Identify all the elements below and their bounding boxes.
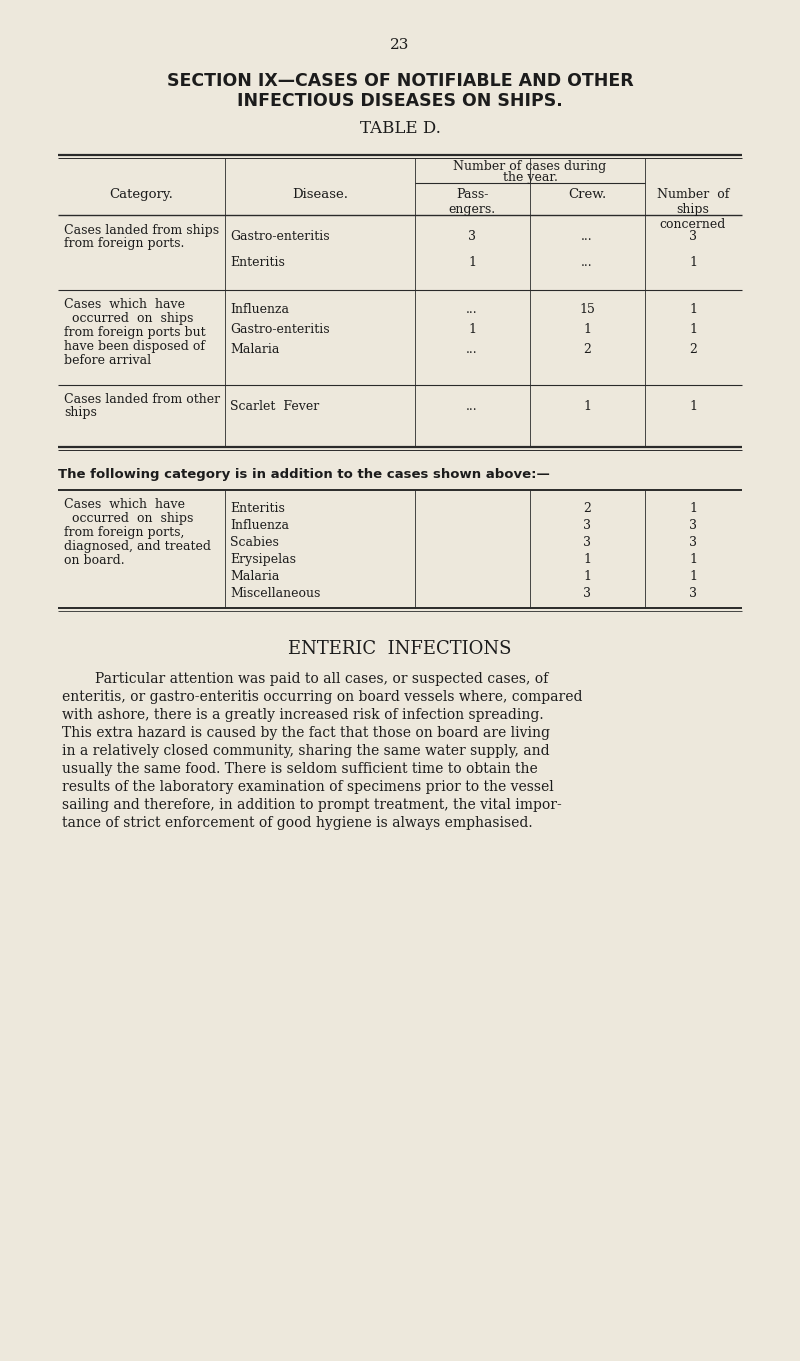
Text: in a relatively closed community, sharing the same water supply, and: in a relatively closed community, sharin…: [62, 744, 550, 758]
Text: TABLE D.: TABLE D.: [359, 120, 441, 137]
Text: 1: 1: [689, 304, 697, 316]
Text: 1: 1: [468, 256, 476, 269]
Text: 2: 2: [689, 343, 697, 357]
Text: ...: ...: [581, 256, 593, 269]
Text: tance of strict enforcement of good hygiene is always emphasised.: tance of strict enforcement of good hygi…: [62, 817, 533, 830]
Text: 1: 1: [689, 400, 697, 412]
Text: from foreign ports,: from foreign ports,: [64, 525, 184, 539]
Text: 3: 3: [689, 519, 697, 532]
Text: Particular attention was paid to all cases, or suspected cases, of: Particular attention was paid to all cas…: [95, 672, 548, 686]
Text: Influenza: Influenza: [230, 304, 289, 316]
Text: Cases landed from ships: Cases landed from ships: [64, 225, 219, 237]
Text: 3: 3: [689, 230, 697, 244]
Text: 1: 1: [583, 553, 591, 566]
Text: from foreign ports.: from foreign ports.: [64, 237, 184, 250]
Text: Crew.: Crew.: [568, 188, 606, 201]
Text: ...: ...: [466, 400, 478, 412]
Text: Number  of
ships
concerned: Number of ships concerned: [657, 188, 729, 231]
Text: Malaria: Malaria: [230, 343, 279, 357]
Text: 2: 2: [583, 502, 591, 514]
Text: 1: 1: [583, 570, 591, 583]
Text: ...: ...: [466, 304, 478, 316]
Text: Number of cases during: Number of cases during: [454, 161, 606, 173]
Text: Erysipelas: Erysipelas: [230, 553, 296, 566]
Text: 3: 3: [583, 587, 591, 600]
Text: Cases landed from other: Cases landed from other: [64, 393, 220, 406]
Text: 3: 3: [689, 536, 697, 548]
Text: usually the same food. There is seldom sufficient time to obtain the: usually the same food. There is seldom s…: [62, 762, 538, 776]
Text: results of the laboratory examination of specimens prior to the vessel: results of the laboratory examination of…: [62, 780, 554, 793]
Text: INFECTIOUS DISEASES ON SHIPS.: INFECTIOUS DISEASES ON SHIPS.: [237, 93, 563, 110]
Text: 1: 1: [583, 400, 591, 412]
Text: occurred  on  ships: occurred on ships: [64, 312, 194, 325]
Text: occurred  on  ships: occurred on ships: [64, 512, 194, 525]
Text: Enteritis: Enteritis: [230, 502, 285, 514]
Text: 23: 23: [390, 38, 410, 52]
Text: Gastro-enteritis: Gastro-enteritis: [230, 323, 330, 336]
Text: 3: 3: [468, 230, 476, 244]
Text: ENTERIC  INFECTIONS: ENTERIC INFECTIONS: [288, 640, 512, 657]
Text: before arrival: before arrival: [64, 354, 151, 367]
Text: 2: 2: [583, 343, 591, 357]
Text: sailing and therefore, in addition to prompt treatment, the vital impor-: sailing and therefore, in addition to pr…: [62, 798, 562, 813]
Text: 1: 1: [583, 323, 591, 336]
Text: Malaria: Malaria: [230, 570, 279, 583]
Text: have been disposed of: have been disposed of: [64, 340, 205, 352]
Text: Miscellaneous: Miscellaneous: [230, 587, 320, 600]
Text: Scarlet  Fever: Scarlet Fever: [230, 400, 319, 412]
Text: from foreign ports but: from foreign ports but: [64, 327, 206, 339]
Text: 1: 1: [689, 570, 697, 583]
Text: 15: 15: [579, 304, 595, 316]
Text: This extra hazard is caused by the fact that those on board are living: This extra hazard is caused by the fact …: [62, 725, 550, 740]
Text: diagnosed, and treated: diagnosed, and treated: [64, 540, 211, 553]
Text: 3: 3: [689, 587, 697, 600]
Text: Gastro-enteritis: Gastro-enteritis: [230, 230, 330, 244]
Text: 1: 1: [689, 256, 697, 269]
Text: ...: ...: [466, 343, 478, 357]
Text: 3: 3: [583, 519, 591, 532]
Text: Cases  which  have: Cases which have: [64, 498, 185, 510]
Text: 1: 1: [689, 323, 697, 336]
Text: 1: 1: [689, 553, 697, 566]
Text: enteritis, or gastro-enteritis occurring on board vessels where, compared: enteritis, or gastro-enteritis occurring…: [62, 690, 582, 704]
Text: 3: 3: [583, 536, 591, 548]
Text: ships: ships: [64, 406, 97, 419]
Text: The following category is in addition to the cases shown above:—: The following category is in addition to…: [58, 468, 550, 480]
Text: 1: 1: [468, 323, 476, 336]
Text: Category.: Category.: [109, 188, 173, 201]
Text: with ashore, there is a greatly increased risk of infection spreading.: with ashore, there is a greatly increase…: [62, 708, 544, 721]
Text: Pass-
engers.: Pass- engers.: [449, 188, 495, 216]
Text: 1: 1: [689, 502, 697, 514]
Text: Scabies: Scabies: [230, 536, 279, 548]
Text: the year.: the year.: [502, 171, 558, 184]
Text: Cases  which  have: Cases which have: [64, 298, 185, 312]
Text: Disease.: Disease.: [292, 188, 348, 201]
Text: SECTION IX—CASES OF NOTIFIABLE AND OTHER: SECTION IX—CASES OF NOTIFIABLE AND OTHER: [166, 72, 634, 90]
Text: Influenza: Influenza: [230, 519, 289, 532]
Text: Enteritis: Enteritis: [230, 256, 285, 269]
Text: ...: ...: [581, 230, 593, 244]
Text: on board.: on board.: [64, 554, 125, 568]
